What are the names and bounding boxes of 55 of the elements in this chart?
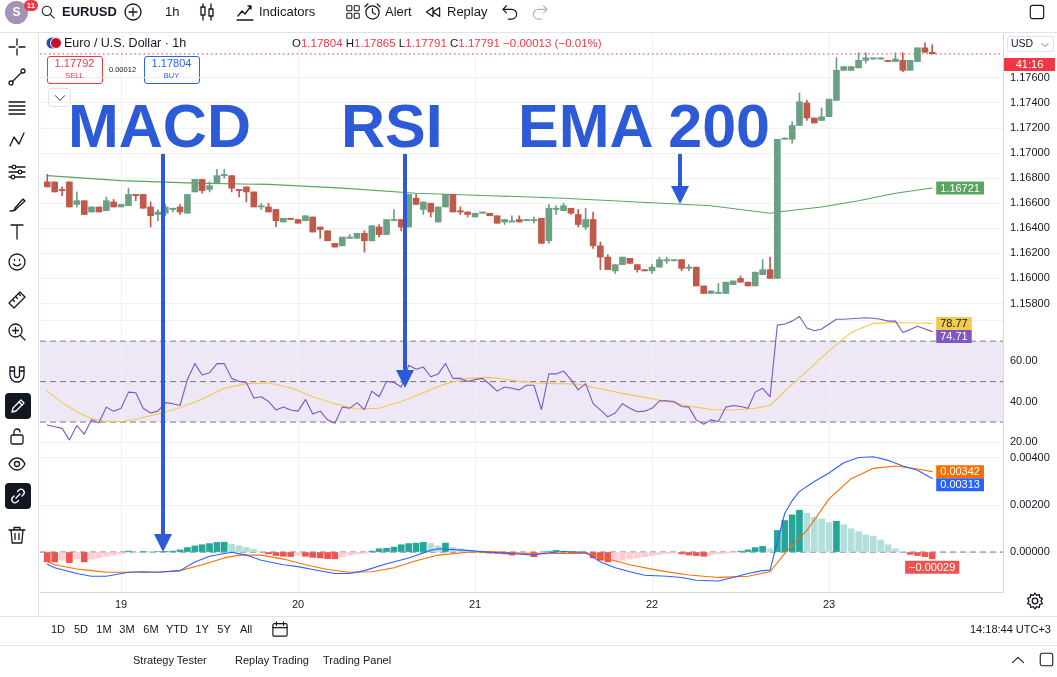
annotation: 1.17792	[54, 56, 95, 70]
text: YTD	[166, 622, 188, 636]
y-tick-label: 0.00400	[1010, 451, 1050, 464]
text: Indicators	[259, 4, 316, 20]
x-tick-label: 23	[822, 597, 836, 610]
y-axis-title: USD	[1011, 36, 1034, 50]
chart-title: Euro / U.S. Dollar · 1h	[64, 36, 187, 51]
y-tick-label: 60.00	[1010, 354, 1038, 367]
y-tick-label: 1.16600	[1010, 196, 1050, 209]
y-tick-label: 1.17400	[1010, 95, 1050, 108]
text: All	[239, 622, 253, 636]
y-tick-label: 0.00000	[1010, 545, 1050, 558]
text: 1M	[96, 622, 112, 636]
data-label: −0.00029	[909, 560, 956, 573]
text: S	[12, 5, 21, 19]
text: Trading Panel	[323, 653, 392, 667]
data-label: 1.16721	[940, 181, 980, 194]
annotation: MACD	[68, 92, 251, 160]
y-tick-label: 1.15800	[1010, 296, 1050, 309]
text: 14:18:44 UTC+3	[969, 622, 1051, 636]
text: 41:16	[1004, 58, 1055, 72]
y-tick-label: 1.17200	[1010, 121, 1050, 134]
text: O1.17804 H1.17865 L1.17791 C1.17791 −0.00013 (−0.01%)	[292, 36, 602, 49]
y-tick-label: 0.00200	[1010, 498, 1050, 511]
x-tick-label: 19	[114, 597, 128, 610]
data-label: 74.71	[940, 330, 968, 343]
annotation: RSI	[341, 92, 443, 160]
text: 1h	[165, 4, 180, 20]
text: Alert	[385, 4, 412, 20]
text: 3M	[119, 622, 135, 636]
y-tick-label: 1.17600	[1010, 70, 1050, 83]
text: 5Y	[217, 622, 231, 636]
y-tick-label: 40.00	[1010, 394, 1038, 407]
data-label: 78.77	[940, 316, 968, 329]
y-tick-label: 1.16400	[1010, 221, 1050, 234]
x-tick-label: 20	[291, 597, 305, 610]
data-label: 0.00313	[940, 478, 980, 491]
data-label: 0.00342	[940, 465, 980, 478]
y-tick-label: 1.17000	[1010, 146, 1050, 159]
annotation: 1.17804	[151, 56, 192, 70]
text: Replay Trading	[235, 653, 309, 667]
text: EURUSD	[62, 4, 117, 20]
text: 6M	[143, 622, 159, 636]
text: 1Y	[195, 622, 209, 636]
y-tick-label: 20.00	[1010, 435, 1038, 448]
text: Strategy Tester	[133, 653, 207, 667]
text: 1D	[50, 622, 66, 636]
annotation: EMA 200	[518, 92, 771, 160]
y-tick-label: 1.16200	[1010, 246, 1050, 259]
x-tick-label: 21	[468, 597, 482, 610]
x-tick-label: 22	[645, 597, 659, 610]
text: Replay	[447, 4, 488, 20]
y-tick-label: 1.16800	[1010, 171, 1050, 184]
text: 5D	[73, 622, 89, 636]
y-tick-label: 1.16000	[1010, 271, 1050, 284]
